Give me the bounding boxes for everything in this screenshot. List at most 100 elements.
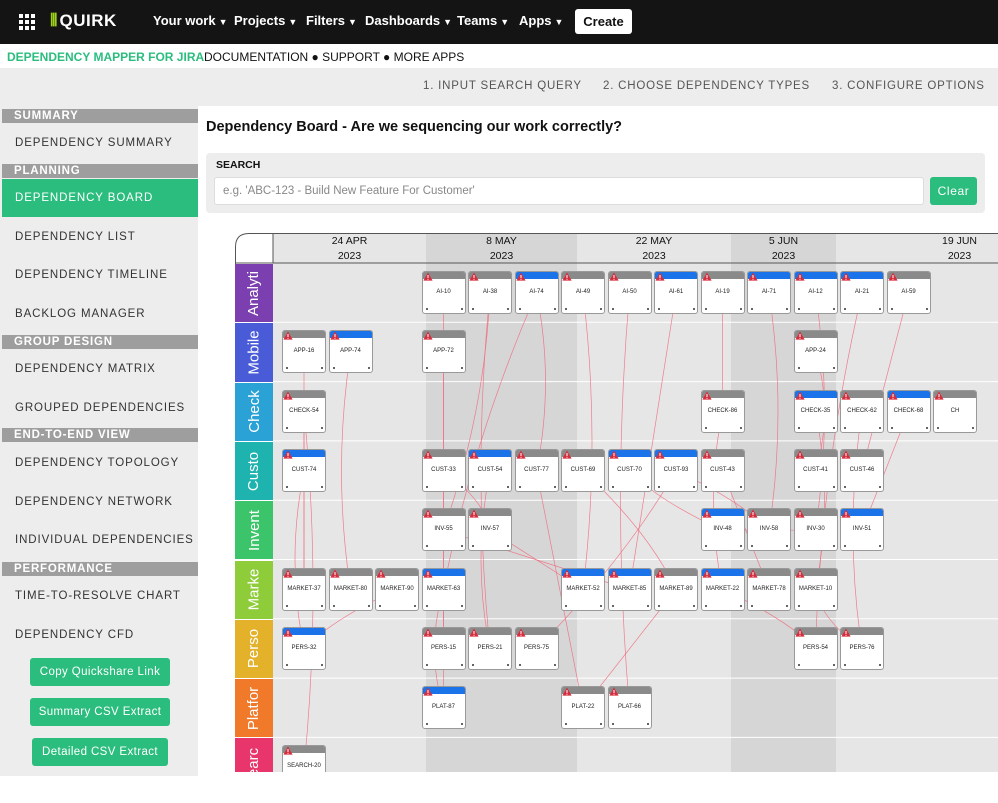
swimlane-label[interactable]: Custo (235, 441, 273, 501)
issue-card[interactable]: CUST-77 (514, 448, 559, 492)
issue-card[interactable]: PLAT-66 (607, 686, 652, 730)
sidebar-item-dependency-summary[interactable]: DEPENDENCY SUMMARY (15, 137, 173, 149)
issue-card[interactable]: AI-21 (840, 271, 884, 314)
dependency-line[interactable] (443, 292, 491, 531)
help-links[interactable]: DOCUMENTATION ● SUPPORT ● MORE APPS (204, 50, 465, 64)
sidebar-item-dependency-matrix[interactable]: DEPENDENCY MATRIX (15, 363, 156, 375)
issue-card[interactable]: PLAT-87 (421, 686, 466, 730)
issue-card[interactable]: CUST-70 (607, 448, 652, 492)
issue-card[interactable]: CUST-74 (282, 448, 326, 492)
step-configure-options[interactable]: 3. CONFIGURE OPTIONS (832, 80, 985, 92)
issue-card[interactable]: APP-74 (328, 330, 373, 374)
swimlane-label[interactable]: Check (235, 382, 273, 441)
dependency-line[interactable] (629, 292, 677, 590)
issue-card[interactable]: INV-58 (747, 508, 791, 552)
dependency-line[interactable] (443, 529, 630, 590)
swimlane-label[interactable]: Invent (235, 501, 273, 560)
issue-card[interactable]: CUST-41 (793, 448, 838, 492)
dependency-line[interactable] (582, 292, 593, 590)
step-input-search-query[interactable]: 1. INPUT SEARCH QUERY (423, 80, 582, 92)
issue-card[interactable]: MARKET-63 (421, 567, 466, 611)
issue-card[interactable]: INV-55 (421, 508, 466, 552)
nav-teams[interactable]: Teams ▼ (457, 13, 509, 28)
issue-card[interactable]: PERS-76 (840, 626, 884, 670)
issue-card[interactable]: MARKET-10 (793, 567, 838, 611)
detailed-csv-extract-button[interactable]: Detailed CSV Extract (32, 738, 168, 766)
nav-filters[interactable]: Filters ▼ (306, 13, 357, 28)
search-input[interactable] (214, 177, 924, 205)
issue-card[interactable]: AI-74 (514, 271, 559, 314)
nav-apps[interactable]: Apps ▼ (519, 13, 563, 28)
issue-card[interactable]: MARKET-52 (561, 567, 605, 611)
nav-dashboards[interactable]: Dashboards ▼ (365, 13, 452, 28)
sidebar-item-dependency-topology[interactable]: DEPENDENCY TOPOLOGY (15, 457, 180, 469)
issue-card[interactable]: MARKET-22 (700, 567, 745, 611)
dependency-line[interactable] (536, 470, 584, 709)
issue-card[interactable]: SEARCH-20 (282, 745, 326, 772)
step-choose-dependency-types[interactable]: 2. CHOOSE DEPENDENCY TYPES (603, 80, 810, 92)
issue-card[interactable]: APP-16 (282, 330, 326, 374)
issue-card[interactable]: AI-49 (561, 271, 605, 314)
issue-card[interactable]: MARKET-85 (607, 567, 652, 611)
issue-card[interactable]: MARKET-89 (654, 567, 698, 611)
issue-card[interactable]: APP-24 (793, 330, 838, 374)
issue-card[interactable]: PERS-15 (421, 626, 466, 670)
dependency-line[interactable] (536, 470, 677, 650)
issue-card[interactable]: APP-72 (421, 330, 466, 374)
issue-card[interactable]: AI-71 (747, 271, 791, 314)
issue-card[interactable]: AI-50 (607, 271, 652, 314)
sidebar-item-individual-dependencies[interactable]: INDIVIDUAL DEPENDENCIES (15, 534, 194, 546)
issue-card[interactable]: MARKET-78 (747, 567, 791, 611)
logo[interactable]: ⦀ QUIRK (50, 11, 117, 31)
sidebar-item-dependency-list[interactable]: DEPENDENCY LIST (15, 231, 136, 243)
sidebar-item-dependency-network[interactable]: DEPENDENCY NETWORK (15, 496, 173, 508)
sidebar-item-time-to-resolve-chart[interactable]: TIME-TO-RESOLVE CHART (15, 590, 181, 602)
dependency-line[interactable] (768, 292, 779, 531)
issue-card[interactable]: MARKET-80 (328, 567, 373, 611)
dependency-line[interactable] (341, 352, 351, 590)
issue-card[interactable]: AI-61 (654, 271, 698, 314)
issue-card[interactable]: AI-10 (421, 271, 466, 314)
sidebar-item-dependency-cfd[interactable]: DEPENDENCY CFD (15, 629, 135, 641)
issue-card[interactable]: AI-38 (468, 271, 512, 314)
clear-button[interactable]: Clear (930, 177, 977, 205)
issue-card[interactable]: PERS-32 (282, 626, 326, 670)
issue-card[interactable]: CHECK-62 (840, 389, 884, 433)
issue-card[interactable]: MARKET-37 (282, 567, 326, 611)
summary-csv-extract-button[interactable]: Summary CSV Extract (30, 698, 170, 726)
sidebar-item-backlog-manager[interactable]: BACKLOG MANAGER (15, 308, 146, 320)
issue-card[interactable]: CHECK-68 (886, 389, 931, 433)
swimlane-label[interactable]: Marke (235, 560, 273, 619)
issue-card[interactable]: PERS-21 (468, 626, 512, 670)
sidebar-item-dependency-timeline[interactable]: DEPENDENCY TIMELINE (15, 269, 168, 281)
swimlane-label[interactable]: Platfor (235, 679, 273, 738)
swimlane-label[interactable]: Perso (235, 619, 273, 679)
issue-card[interactable]: CUST-54 (468, 448, 512, 492)
create-button[interactable]: Create (575, 9, 632, 34)
swimlane-label[interactable]: Mobile (235, 323, 273, 382)
issue-card[interactable]: PLAT-22 (561, 686, 605, 730)
nav-projects[interactable]: Projects ▼ (234, 13, 297, 28)
issue-card[interactable]: CUST-33 (421, 448, 466, 492)
issue-card[interactable]: CUST-43 (700, 448, 745, 492)
dependency-line[interactable] (620, 292, 630, 709)
issue-card[interactable]: CH (933, 389, 977, 433)
issue-card[interactable]: INV-30 (793, 508, 838, 552)
issue-card[interactable]: AI-12 (793, 271, 838, 314)
sidebar-item-dependency-board[interactable]: DEPENDENCY BOARD (2, 179, 198, 217)
app-name[interactable]: DEPENDENCY MAPPER FOR JIRA (7, 50, 205, 64)
issue-card[interactable]: AI-59 (886, 271, 931, 314)
issue-card[interactable]: MARKET-90 (375, 567, 419, 611)
issue-card[interactable]: INV-57 (468, 508, 512, 552)
issue-card[interactable]: CUST-69 (561, 448, 605, 492)
issue-card[interactable]: INV-51 (840, 508, 884, 552)
issue-card[interactable]: CHECK-35 (793, 389, 838, 433)
sidebar-item-grouped-dependencies[interactable]: GROUPED DEPENDENCIES (15, 402, 186, 414)
swimlane-label[interactable]: Searc (235, 738, 273, 772)
issue-card[interactable]: CUST-46 (840, 448, 884, 492)
issue-card[interactable]: INV-48 (700, 508, 745, 552)
issue-card[interactable]: PERS-75 (514, 626, 559, 670)
issue-card[interactable]: AI-19 (700, 271, 745, 314)
issue-card[interactable]: CHECK-54 (282, 389, 326, 433)
issue-card[interactable]: CUST-93 (654, 448, 698, 492)
